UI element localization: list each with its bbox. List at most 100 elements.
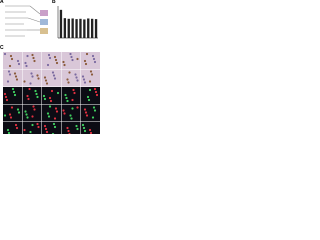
cell — [31, 123, 34, 127]
cell — [73, 91, 76, 95]
cell — [11, 87, 15, 91]
cell — [91, 54, 95, 58]
cell — [53, 125, 57, 129]
micrograph — [61, 52, 81, 69]
cell — [17, 111, 21, 114]
cell — [43, 124, 47, 128]
cell — [67, 81, 70, 84]
cell — [93, 87, 97, 91]
cell — [32, 105, 35, 108]
panel-label: B — [52, 0, 56, 5]
cell — [71, 98, 74, 102]
cell — [70, 55, 73, 59]
cell — [83, 129, 87, 133]
cell — [37, 77, 40, 80]
cell — [14, 123, 18, 127]
micrograph — [22, 87, 42, 104]
cell — [75, 124, 78, 128]
cell — [84, 111, 88, 114]
cell — [8, 64, 12, 68]
cell — [46, 112, 50, 115]
cell — [9, 116, 13, 119]
schematic-icons — [40, 10, 48, 34]
cell — [88, 128, 92, 132]
cell — [26, 54, 29, 58]
cell — [10, 57, 14, 61]
cell — [62, 109, 65, 112]
cell — [31, 75, 34, 78]
cell — [45, 82, 49, 85]
cell — [84, 62, 88, 66]
cell — [25, 64, 28, 68]
cell — [87, 98, 91, 102]
micrograph — [3, 69, 22, 87]
micrograph — [22, 69, 42, 87]
cell — [48, 96, 52, 100]
cell — [28, 87, 31, 91]
cell — [91, 116, 95, 119]
cell — [67, 129, 70, 133]
cell — [76, 127, 79, 131]
cell — [83, 59, 87, 63]
cell — [88, 80, 92, 83]
cell — [66, 78, 69, 81]
cell — [16, 108, 20, 111]
cell — [46, 63, 50, 67]
cell — [64, 93, 67, 97]
cell — [44, 127, 48, 131]
cell — [44, 79, 48, 82]
cell — [34, 89, 37, 93]
cell — [51, 71, 55, 74]
cell — [92, 57, 96, 61]
cell — [63, 63, 66, 67]
cell — [68, 71, 71, 74]
cell — [75, 76, 78, 79]
bar — [90, 18, 94, 38]
cell — [52, 122, 56, 126]
cell — [16, 59, 20, 63]
micrograph — [22, 104, 42, 122]
cell — [29, 130, 32, 134]
cell — [85, 52, 89, 56]
cell — [23, 128, 26, 132]
cell — [27, 97, 30, 101]
cell — [9, 54, 13, 58]
cell — [6, 128, 10, 132]
figure: A B C — [0, 0, 100, 134]
cell — [53, 117, 57, 120]
cell — [76, 79, 79, 82]
micrograph — [61, 69, 81, 87]
cell — [95, 93, 99, 97]
cell — [24, 61, 27, 65]
cell — [66, 126, 69, 130]
cell — [31, 53, 34, 57]
cell — [74, 73, 77, 76]
cell — [50, 89, 54, 93]
cell — [4, 95, 8, 99]
page: A B C (() => { const data = JSON.parse(d… — [0, 0, 100, 134]
cell — [82, 126, 86, 130]
cell — [23, 80, 26, 83]
cell — [66, 99, 69, 103]
cell — [47, 53, 51, 57]
cell — [3, 52, 7, 56]
cell — [90, 73, 94, 76]
micrograph — [42, 69, 61, 87]
panel-label: A — [0, 0, 4, 5]
cell — [69, 52, 72, 56]
cell — [52, 74, 56, 77]
cell — [83, 108, 87, 111]
micrograph — [61, 122, 81, 134]
schematic — [5, 5, 41, 37]
cell — [31, 115, 34, 118]
micrograph — [42, 87, 61, 104]
micrograph — [3, 52, 22, 69]
cell — [48, 56, 52, 60]
cell — [83, 81, 87, 84]
cell — [56, 91, 60, 95]
cell — [33, 108, 36, 111]
bar — [75, 19, 78, 38]
cell — [29, 82, 32, 85]
cell — [88, 88, 92, 92]
cell — [89, 70, 93, 73]
